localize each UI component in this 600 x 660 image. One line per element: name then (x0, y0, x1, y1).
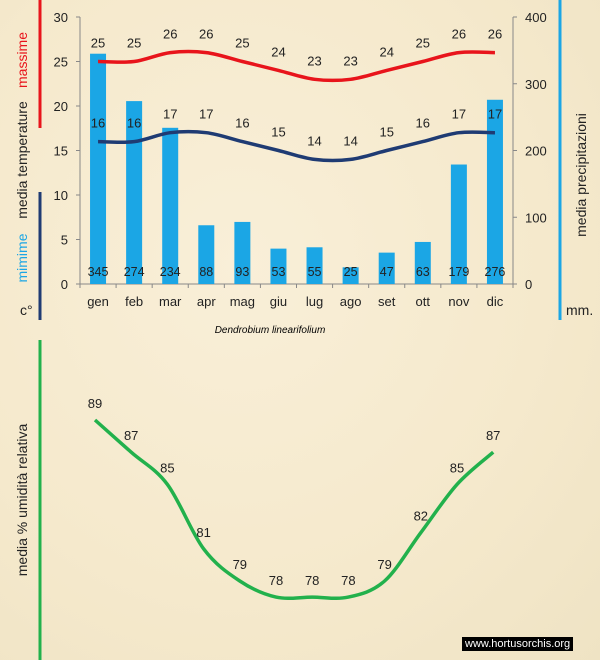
max-temp-label: 26 (163, 27, 177, 42)
temp-axis-label: media temperature (14, 101, 30, 219)
left-tick-label: 10 (54, 188, 68, 203)
month-label: ott (416, 294, 431, 309)
humidity-label: 89 (88, 396, 102, 411)
max-temp-label: 25 (127, 36, 141, 51)
precip-label: 276 (485, 265, 506, 279)
min-temp-label: 17 (199, 107, 213, 122)
right-tick-label: 300 (525, 77, 547, 92)
humidity-label: 79 (233, 557, 247, 572)
precip-bar (378, 252, 395, 284)
right-tick-label: 0 (525, 277, 532, 292)
min-temp-line (98, 129, 495, 163)
month-label: mag (230, 294, 255, 309)
precip-bar (342, 267, 359, 284)
min-temp-label: 17 (163, 107, 177, 122)
humidity-label: 85 (160, 460, 174, 475)
left-tick-label: 15 (54, 144, 68, 159)
right-tick-label: 200 (525, 144, 547, 159)
humidity-label: 85 (450, 460, 464, 475)
month-label: nov (448, 294, 469, 309)
precip-label: 53 (272, 265, 286, 279)
precip-label: 25 (344, 265, 358, 279)
min-temp-label: 15 (379, 125, 393, 140)
precip-label: 88 (199, 265, 213, 279)
max-temp-label: 25 (416, 36, 430, 51)
humidity-label: 78 (341, 573, 355, 588)
humidity-line (93, 418, 495, 601)
right-tick-label: 400 (525, 10, 547, 25)
max-temp-label: 24 (271, 44, 285, 59)
humidity-label: 78 (305, 573, 319, 588)
max-temp-label: 23 (307, 53, 321, 68)
right-tick-label: 100 (525, 210, 547, 225)
left-tick-label: 30 (54, 10, 68, 25)
precip-label: 47 (380, 265, 394, 279)
precip-label: 93 (235, 265, 249, 279)
chart-title: Dendrobium linearifolium (214, 325, 326, 336)
precip-label: 274 (124, 265, 145, 279)
precip-label: 179 (448, 265, 469, 279)
precip-bar (90, 53, 107, 285)
precip-bar (450, 164, 467, 284)
month-label: set (378, 294, 396, 309)
month-label: giu (270, 294, 287, 309)
min-temp-label: 16 (416, 116, 430, 131)
max-temp-label: 25 (235, 36, 249, 51)
month-label: mar (159, 294, 182, 309)
precip-label: 63 (416, 265, 430, 279)
precip-label: 234 (160, 265, 181, 279)
max-temp-label: 26 (488, 27, 502, 42)
humidity-label: 87 (124, 428, 138, 443)
min-temp-label: 16 (91, 116, 105, 131)
precip-bar (306, 247, 323, 284)
humidity-label: 82 (414, 509, 428, 524)
humidity-label: 78 (269, 573, 283, 588)
month-label: feb (125, 294, 143, 309)
max-temp-label: 26 (452, 27, 466, 42)
max-temp-label: 23 (343, 53, 357, 68)
humidity-label: 87 (486, 428, 500, 443)
min-temp-axis-label: mimime (14, 233, 30, 282)
month-label: apr (197, 294, 216, 309)
humidity-label: 81 (196, 525, 210, 540)
month-label: lug (306, 294, 323, 309)
min-temp-label: 16 (127, 116, 141, 131)
precip-bar (414, 241, 431, 284)
min-temp-label: 15 (271, 125, 285, 140)
min-temp-label: 14 (307, 133, 321, 148)
max-temp-label: 24 (379, 44, 393, 59)
max-temp-label: 25 (91, 36, 105, 51)
max-temp-label: 26 (199, 27, 213, 42)
min-temp-label: 16 (235, 116, 249, 131)
left-tick-label: 25 (54, 55, 68, 70)
month-label: dic (487, 294, 504, 309)
temp-unit: c° (20, 302, 33, 318)
left-tick-label: 5 (61, 233, 68, 248)
precip-bar (162, 127, 179, 285)
left-tick-label: 0 (61, 277, 68, 292)
max-temp-axis-label: massime (14, 32, 30, 88)
humidity-axis-label: media % umidità relativa (14, 424, 30, 577)
precip-bar (126, 101, 143, 284)
humidity-label: 79 (377, 557, 391, 572)
precip-label: 345 (88, 265, 109, 279)
precip-axis-label: media precipitazioni (573, 113, 589, 237)
precip-unit: mm. (566, 302, 593, 318)
max-temp-line (98, 49, 495, 83)
month-label: gen (87, 294, 109, 309)
precip-bar (270, 248, 287, 284)
min-temp-label: 17 (488, 107, 502, 122)
precip-bar (486, 99, 503, 285)
precip-label: 55 (308, 265, 322, 279)
month-label: ago (340, 294, 362, 309)
precip-bar (198, 225, 215, 284)
min-temp-label: 17 (452, 107, 466, 122)
watermark: www.hortusorchis.org (462, 637, 574, 651)
precip-bar (234, 221, 251, 284)
left-tick-label: 20 (54, 99, 68, 114)
min-temp-label: 14 (343, 133, 357, 148)
